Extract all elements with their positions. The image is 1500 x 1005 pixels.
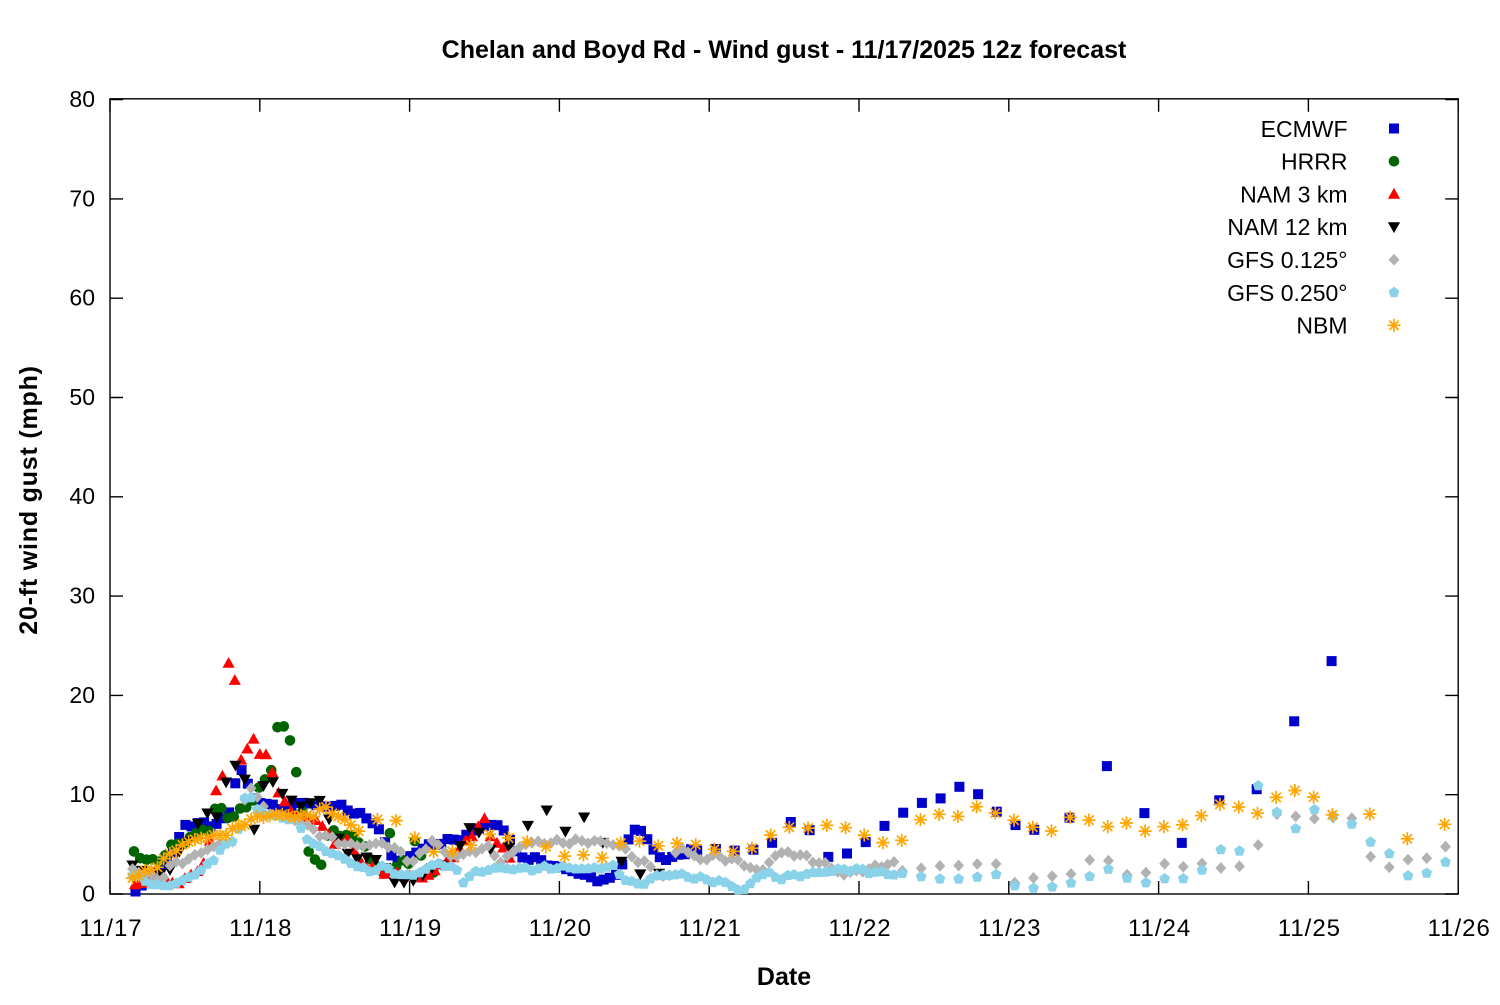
svg-text:NBM: NBM	[1296, 313, 1347, 339]
svg-text:11/24: 11/24	[1128, 915, 1191, 942]
svg-text:60: 60	[69, 285, 95, 311]
svg-text:GFS 0.125°: GFS 0.125°	[1227, 247, 1347, 273]
svg-text:11/21: 11/21	[679, 915, 742, 942]
svg-text:80: 80	[69, 86, 95, 112]
svg-text:30: 30	[69, 583, 95, 609]
svg-text:20-ft wind gust (mph): 20-ft wind gust (mph)	[15, 365, 43, 635]
svg-text:11/23: 11/23	[978, 915, 1041, 942]
svg-text:Date: Date	[757, 963, 811, 991]
svg-text:11/26: 11/26	[1428, 915, 1491, 942]
svg-text:11/22: 11/22	[828, 915, 891, 942]
svg-text:HRRR: HRRR	[1281, 149, 1347, 175]
svg-text:20: 20	[69, 682, 95, 708]
svg-text:11/25: 11/25	[1278, 915, 1341, 942]
svg-text:11/19: 11/19	[379, 915, 442, 942]
svg-text:NAM 12 km: NAM 12 km	[1227, 214, 1347, 240]
svg-text:Chelan and Boyd Rd - Wind gust: Chelan and Boyd Rd - Wind gust - 11/17/2…	[442, 36, 1127, 64]
svg-text:11/17: 11/17	[79, 915, 142, 942]
svg-text:11/20: 11/20	[529, 915, 592, 942]
svg-text:40: 40	[69, 483, 95, 509]
svg-text:ECMWF: ECMWF	[1261, 116, 1348, 142]
svg-text:GFS 0.250°: GFS 0.250°	[1227, 280, 1347, 306]
svg-text:11/18: 11/18	[229, 915, 292, 942]
svg-text:50: 50	[69, 384, 95, 410]
svg-text:70: 70	[69, 185, 95, 211]
svg-text:10: 10	[69, 781, 95, 807]
svg-text:NAM 3 km: NAM 3 km	[1240, 181, 1347, 207]
svg-text:0: 0	[82, 880, 95, 906]
